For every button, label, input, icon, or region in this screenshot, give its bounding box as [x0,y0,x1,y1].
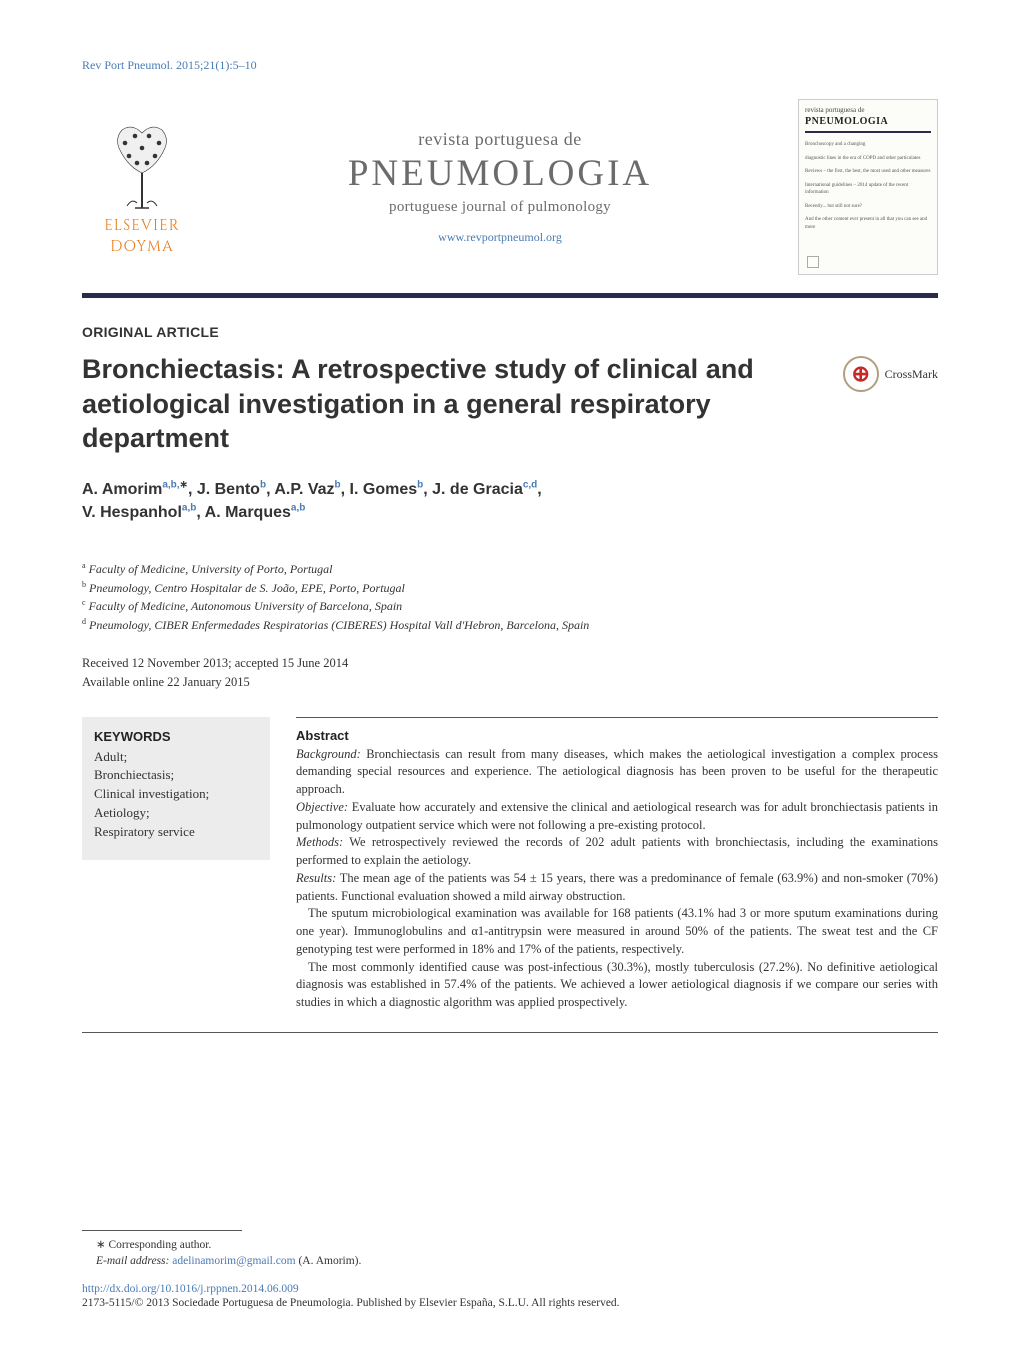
crossmark-icon: ⊕ [843,356,879,392]
online-date: Available online 22 January 2015 [82,673,938,691]
crossmark-label: CrossMark [885,367,938,382]
author: I. Gomesb [350,481,424,498]
cover-item: International guidelines – 2014 update o… [805,182,931,197]
header-band: ELSEVIER DOYMA revista portuguesa de PNE… [82,99,938,298]
affiliation: d Pneumology, CIBER Enfermedades Respira… [82,616,938,635]
elsevier-label: ELSEVIER [104,215,180,236]
corresponding-author: ∗ Corresponding author. E-mail address: … [82,1237,938,1269]
author: A.P. Vazb [274,481,340,498]
journal-super-title: revista portuguesa de [212,129,788,150]
doyma-label: DOYMA [110,236,173,257]
received-date: Received 12 November 2013; accepted 15 J… [82,654,938,672]
abstract-methods: Methods: We retrospectively reviewed the… [296,834,938,870]
author-email[interactable]: adelinamorim@gmail.com [172,1255,295,1267]
author-list: A. Amorima,b,∗, J. Bentob, A.P. Vazb, I.… [82,478,938,524]
journal-url[interactable]: www.revportpneumol.org [212,230,788,245]
crossmark-badge[interactable]: ⊕ CrossMark [843,356,938,392]
section-label: ORIGINAL ARTICLE [82,324,938,340]
abstract-title: Abstract [296,728,938,743]
title-row: Bronchiectasis: A retrospective study of… [82,352,938,456]
cover-footer-icon [807,256,819,268]
keywords-list: Adult; Bronchiectasis; Clinical investig… [94,748,258,842]
header-citation: Rev Port Pneumol. 2015;21(1):5–10 [82,58,938,73]
cover-item: diagnostic lines in the era of COPD and … [805,155,931,163]
footer-rule [82,1230,242,1231]
abstract-results-1: Results: The mean age of the patients wa… [296,870,938,906]
doi-link[interactable]: http://dx.doi.org/10.1016/j.rppnen.2014.… [82,1283,938,1295]
elsevier-tree-icon [97,118,187,213]
keyword: Bronchiectasis; [94,766,258,785]
article-title: Bronchiectasis: A retrospective study of… [82,352,823,456]
crossmark-glyph: ⊕ [851,363,869,385]
affiliation: b Pneumology, Centro Hospitalar de S. Jo… [82,579,938,598]
abstract-objective: Objective: Evaluate how accurately and e… [296,799,938,835]
journal-title-block: revista portuguesa de PNEUMOLOGIA portug… [202,129,798,245]
keyword: Respiratory service [94,823,258,842]
keywords-box: KEYWORDS Adult; Bronchiectasis; Clinical… [82,717,270,860]
author: J. de Graciac,d [432,481,537,498]
author: A. Amorima,b,∗ [82,481,188,498]
affiliation-list: a Faculty of Medicine, University of Por… [82,560,938,634]
copyright-line: 2173-5115/© 2013 Sociedade Portuguesa de… [82,1297,938,1309]
abstract-results-3: The most commonly identified cause was p… [296,959,938,1012]
keywords-title: KEYWORDS [94,729,258,744]
page-footer: ∗ Corresponding author. E-mail address: … [82,1230,938,1309]
journal-cover-thumbnail: revista portuguesa de PNEUMOLOGIA Bronch… [798,99,938,275]
journal-subtitle: portuguese journal of pulmonology [212,199,788,216]
cover-item: Reviews – the first, the best, the most … [805,168,931,176]
abstract-column: Abstract Background: Bronchiectasis can … [296,717,938,1012]
author: J. Bentob [197,481,266,498]
publisher-logo: ELSEVIER DOYMA [82,117,202,257]
cover-small: revista portuguesa de [805,106,931,114]
author: A. Marquesa,b [205,504,306,521]
article-dates: Received 12 November 2013; accepted 15 J… [82,654,938,690]
keyword: Aetiology; [94,804,258,823]
abstract-block: KEYWORDS Adult; Bronchiectasis; Clinical… [82,717,938,1033]
cover-item: Bronchoscopy and a changing [805,141,931,149]
keyword: Clinical investigation; [94,785,258,804]
cover-title: PNEUMOLOGIA [805,116,931,127]
cover-divider [805,131,931,133]
affiliation: a Faculty of Medicine, University of Por… [82,560,938,579]
abstract-results-2: The sputum microbiological examination w… [296,905,938,958]
journal-main-title: PNEUMOLOGIA [212,152,788,195]
abstract-body: Background: Bronchiectasis can result fr… [296,746,938,1012]
cover-item: And the other content ever present in al… [805,216,931,231]
cover-item: Recently... but still not sure? [805,203,931,211]
author: V. Hespanhola,b [82,504,196,521]
keyword: Adult; [94,748,258,767]
abstract-background: Background: Bronchiectasis can result fr… [296,746,938,799]
affiliation: c Faculty of Medicine, Autonomous Univer… [82,597,938,616]
